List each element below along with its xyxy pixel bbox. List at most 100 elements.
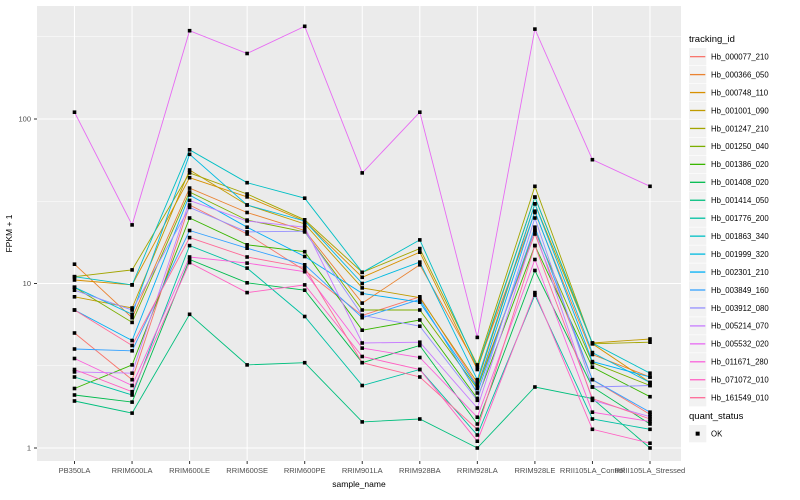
- data-point[interactable]: [187, 205, 192, 210]
- data-point[interactable]: [245, 195, 249, 199]
- data-point[interactable]: [360, 360, 364, 365]
- data-point[interactable]: [72, 399, 77, 403]
- data-point[interactable]: [418, 260, 422, 264]
- data-point[interactable]: [187, 148, 192, 152]
- data-point[interactable]: [475, 427, 480, 432]
- data-point[interactable]: [130, 393, 134, 397]
- data-point[interactable]: [648, 419, 652, 424]
- data-point[interactable]: [475, 363, 480, 367]
- data-point[interactable]: [590, 341, 595, 345]
- data-point[interactable]: [418, 308, 422, 312]
- data-point[interactable]: [590, 385, 595, 389]
- data-point[interactable]: [360, 270, 364, 275]
- data-point[interactable]: [418, 340, 422, 344]
- data-point[interactable]: [187, 190, 192, 194]
- data-point[interactable]: [590, 417, 595, 421]
- data-point[interactable]: [475, 380, 480, 385]
- data-point[interactable]: [418, 355, 422, 360]
- data-point[interactable]: [533, 257, 537, 262]
- data-point[interactable]: [648, 412, 652, 417]
- data-point[interactable]: [360, 420, 364, 424]
- data-point[interactable]: [187, 260, 192, 265]
- data-point[interactable]: [648, 410, 652, 414]
- data-point[interactable]: [475, 433, 480, 437]
- data-point[interactable]: [72, 262, 77, 266]
- data-point[interactable]: [648, 422, 652, 426]
- data-point[interactable]: [418, 318, 422, 322]
- data-point[interactable]: [302, 249, 307, 254]
- data-point[interactable]: [72, 110, 77, 114]
- legend-entry-Hb_161549_010[interactable]: Hb_161549_010: [711, 394, 769, 403]
- data-point[interactable]: [245, 230, 249, 234]
- data-point[interactable]: [475, 365, 480, 369]
- data-point[interactable]: [130, 411, 134, 415]
- data-point[interactable]: [72, 278, 77, 282]
- legend-entry-Hb_005214_070[interactable]: Hb_005214_070: [711, 322, 769, 331]
- data-point[interactable]: [648, 184, 652, 189]
- legend-entry-Hb_001414_050[interactable]: Hb_001414_050: [711, 196, 769, 205]
- data-point[interactable]: [475, 446, 480, 450]
- data-point[interactable]: [245, 51, 249, 56]
- data-point[interactable]: [360, 354, 364, 359]
- data-point[interactable]: [187, 235, 192, 240]
- data-point[interactable]: [302, 314, 307, 319]
- legend-entry-Hb_011671_280[interactable]: Hb_011671_280: [711, 358, 769, 367]
- data-point[interactable]: [418, 324, 422, 328]
- data-point[interactable]: [302, 222, 307, 226]
- data-point[interactable]: [648, 417, 652, 421]
- data-point[interactable]: [72, 370, 77, 374]
- legend-entry-Hb_001250_040[interactable]: Hb_001250_040: [711, 142, 769, 151]
- data-point[interactable]: [72, 375, 77, 379]
- data-point[interactable]: [130, 283, 134, 287]
- data-point[interactable]: [130, 371, 134, 375]
- data-point[interactable]: [72, 308, 77, 312]
- data-point[interactable]: [130, 315, 134, 320]
- data-point[interactable]: [360, 346, 364, 350]
- data-point[interactable]: [648, 441, 652, 445]
- legend-entry-quant-status[interactable]: OK: [711, 429, 723, 438]
- data-point[interactable]: [187, 152, 192, 157]
- data-point[interactable]: [302, 265, 307, 270]
- data-point[interactable]: [130, 306, 134, 310]
- data-point[interactable]: [418, 246, 422, 251]
- data-point[interactable]: [302, 24, 307, 29]
- data-point[interactable]: [533, 216, 537, 220]
- data-point[interactable]: [302, 263, 307, 267]
- data-point[interactable]: [418, 250, 422, 254]
- data-point[interactable]: [72, 331, 77, 335]
- legend-entry-Hb_000077_210[interactable]: Hb_000077_210: [711, 52, 769, 61]
- data-point[interactable]: [590, 427, 595, 432]
- data-point[interactable]: [360, 291, 364, 296]
- data-point[interactable]: [187, 255, 192, 259]
- data-point[interactable]: [418, 417, 422, 421]
- data-point[interactable]: [245, 219, 249, 223]
- data-point[interactable]: [418, 367, 422, 372]
- legend-entry-Hb_001408_020[interactable]: Hb_001408_020: [711, 178, 769, 187]
- data-point[interactable]: [648, 383, 652, 388]
- data-point[interactable]: [245, 290, 249, 295]
- data-point[interactable]: [187, 168, 192, 172]
- data-point[interactable]: [360, 286, 364, 290]
- data-point[interactable]: [590, 350, 595, 355]
- legend-entry-Hb_071072_010[interactable]: Hb_071072_010: [711, 376, 769, 385]
- data-point[interactable]: [590, 359, 595, 364]
- data-point[interactable]: [187, 243, 192, 248]
- data-point[interactable]: [245, 266, 249, 270]
- data-point[interactable]: [130, 308, 134, 312]
- data-point[interactable]: [648, 371, 652, 375]
- data-point[interactable]: [187, 228, 192, 233]
- data-point[interactable]: [533, 228, 537, 233]
- data-point[interactable]: [302, 225, 307, 229]
- data-point[interactable]: [533, 202, 537, 206]
- data-point[interactable]: [418, 297, 422, 302]
- data-point[interactable]: [360, 328, 364, 332]
- legend-entry-Hb_001999_320[interactable]: Hb_001999_320: [711, 250, 769, 259]
- data-point[interactable]: [245, 243, 249, 247]
- data-point[interactable]: [302, 219, 307, 223]
- legend-entry-Hb_003849_160[interactable]: Hb_003849_160: [711, 286, 769, 295]
- data-point[interactable]: [475, 391, 480, 395]
- data-point[interactable]: [475, 415, 480, 419]
- data-point[interactable]: [533, 184, 537, 189]
- legend-entry-Hb_001776_200[interactable]: Hb_001776_200: [711, 214, 769, 223]
- data-point[interactable]: [533, 195, 537, 199]
